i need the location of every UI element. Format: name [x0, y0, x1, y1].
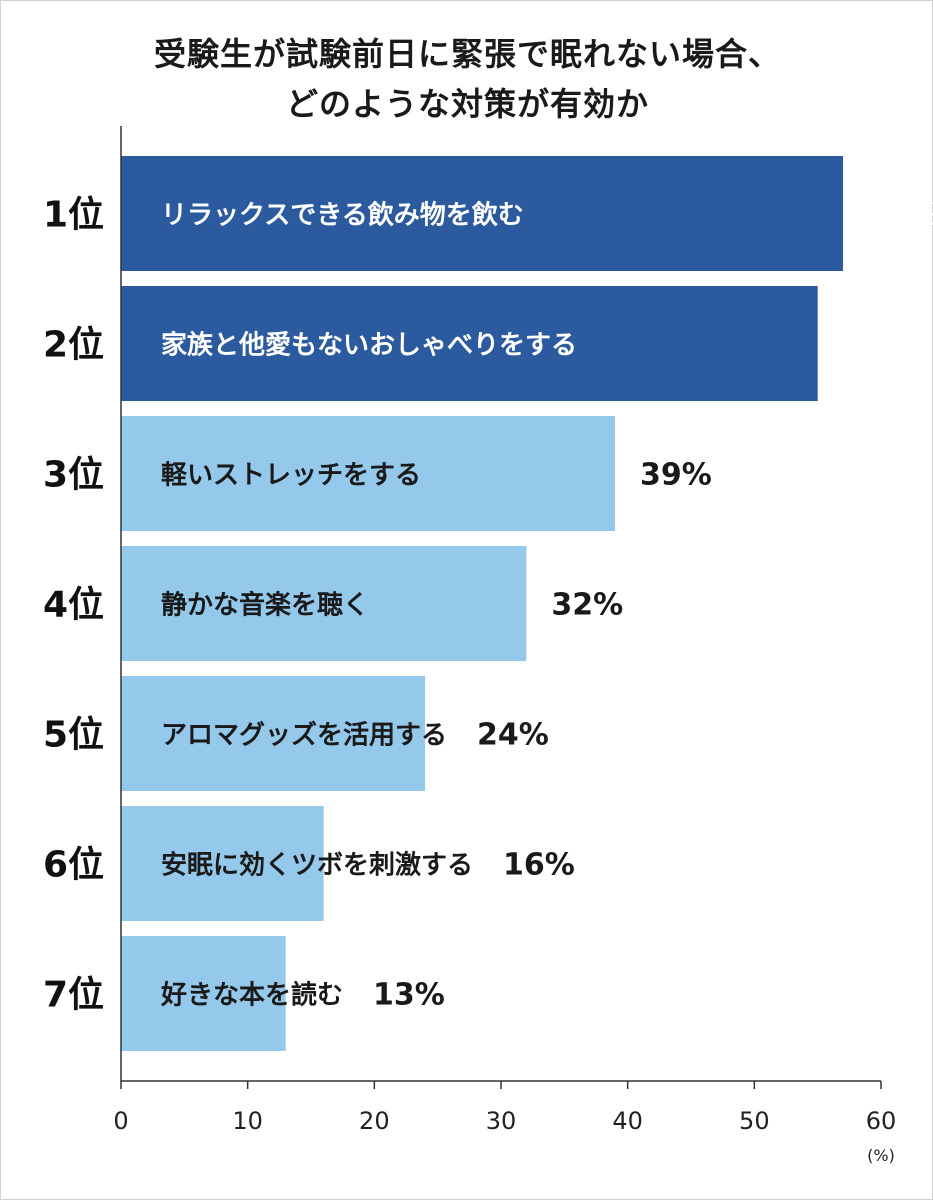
- x-tick-label-40: 40: [612, 1107, 643, 1135]
- category-label-4: 静かな音楽を聴く: [161, 590, 369, 621]
- value-label-4: 32%: [551, 588, 623, 623]
- chart-title-line1: 受験生が試験前日に緊張で眠れない場合、: [153, 35, 781, 73]
- bar-7: [121, 936, 286, 1051]
- category-label-5: アロマグッズを活用する: [161, 720, 447, 751]
- chart-title-line2: どのような対策が有効か: [285, 85, 649, 123]
- x-tick-label-10: 10: [232, 1107, 263, 1135]
- category-label-2: 家族と他愛もないおしゃべりをする: [161, 330, 577, 361]
- x-tick-label-30: 30: [486, 1107, 517, 1135]
- x-axis-unit: (%): [867, 1146, 895, 1165]
- bar-1: [121, 156, 843, 271]
- category-label-3: 軽いストレッチをする: [161, 460, 421, 491]
- value-label-1: 57%: [868, 198, 933, 233]
- bar-3: [121, 416, 615, 531]
- category-label-6: 安眠に効くツボを刺激する: [161, 850, 473, 881]
- x-tick-label-50: 50: [739, 1107, 770, 1135]
- x-tick-label-20: 20: [359, 1107, 390, 1135]
- value-label-7: 13%: [373, 978, 445, 1013]
- value-label-5: 24%: [477, 718, 549, 753]
- bar-4: [121, 546, 527, 661]
- rank-label-1: 1位: [43, 195, 104, 236]
- rank-label-4: 4位: [43, 585, 104, 626]
- category-label-1: リラックスできる飲み物を飲む: [161, 200, 524, 231]
- value-label-3: 39%: [640, 458, 712, 493]
- rank-label-2: 2位: [43, 325, 104, 366]
- bar-6: [121, 806, 324, 921]
- category-label-7: 好きな本を読む: [160, 980, 343, 1011]
- x-tick-label-60: 60: [866, 1107, 897, 1135]
- rank-label-6: 6位: [43, 845, 104, 886]
- rank-label-3: 3位: [43, 455, 104, 496]
- rank-label-5: 5位: [43, 715, 104, 756]
- rank-label-7: 7位: [43, 975, 104, 1016]
- value-label-6: 16%: [503, 848, 575, 883]
- bar-2: [121, 286, 818, 401]
- bars-group: 1位 リラックスできる飲み物を飲む 57% 2位 家族と他愛もないおしゃべりをする 55%…: [43, 156, 933, 1051]
- value-label-2: 55%: [843, 328, 915, 363]
- x-tick-label-0: 0: [113, 1107, 128, 1135]
- bar-5: [121, 676, 425, 791]
- x-axis: 0 10 20 30 40 50 60 (%): [113, 126, 896, 1165]
